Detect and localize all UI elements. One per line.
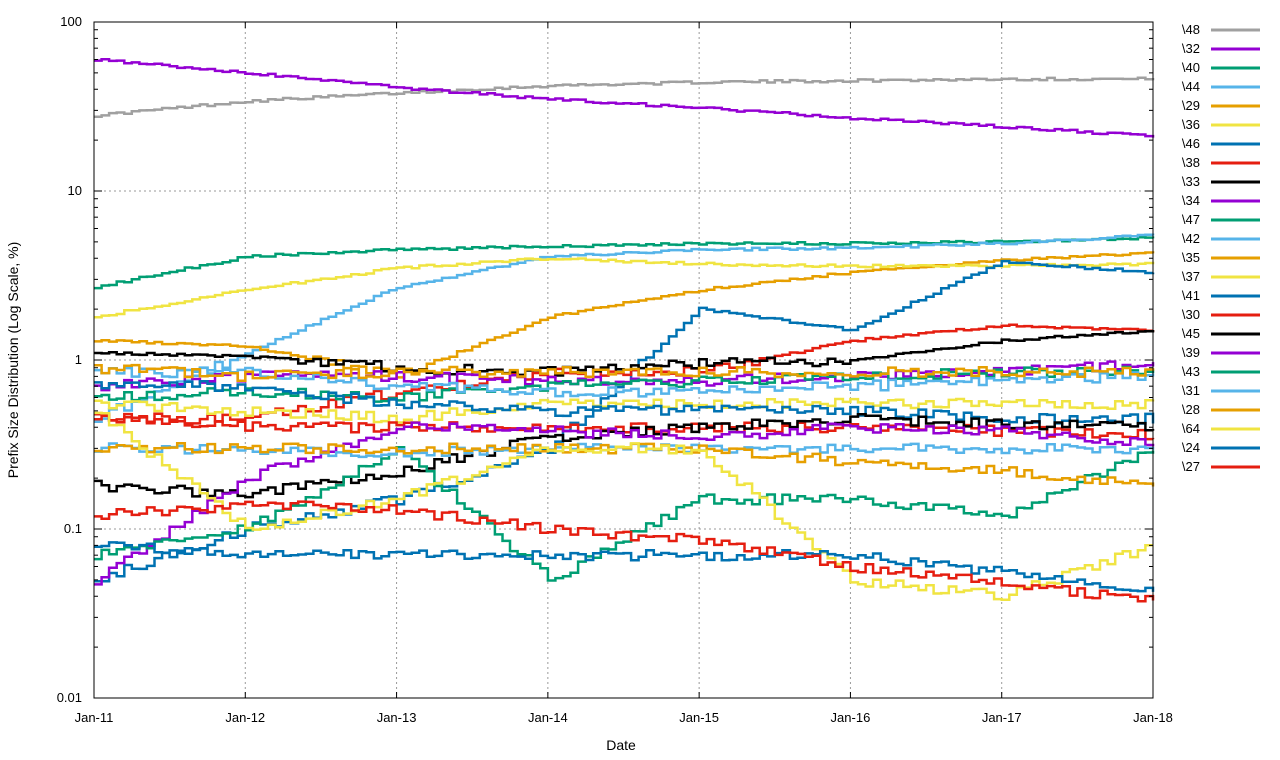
legend-label: \46 bbox=[1182, 136, 1200, 151]
y-axis-label: Prefix Size Distribution (Log Scale, %) bbox=[5, 242, 21, 479]
y-tick-label: 1 bbox=[75, 352, 82, 367]
legend-label: \48 bbox=[1182, 22, 1200, 37]
x-tick-label: Jan-12 bbox=[225, 710, 265, 725]
legend-label: \34 bbox=[1182, 193, 1200, 208]
y-tick-label: 10 bbox=[68, 183, 82, 198]
x-tick-label: Jan-15 bbox=[679, 710, 719, 725]
x-tick-label: Jan-17 bbox=[982, 710, 1022, 725]
series-line bbox=[94, 445, 1155, 582]
legend-label: \39 bbox=[1182, 345, 1200, 360]
legend-label: \47 bbox=[1182, 212, 1200, 227]
legend-label: \30 bbox=[1182, 307, 1200, 322]
legend-label: \24 bbox=[1182, 440, 1200, 455]
grid bbox=[94, 22, 1153, 698]
axis-ticks: Jan-11 Jan-12 Jan-13 Jan-14 Jan-15 Jan-16 Jan-… bbox=[57, 14, 1173, 725]
legend-label: \45 bbox=[1182, 326, 1200, 341]
legend-label: \42 bbox=[1182, 231, 1200, 246]
series-line bbox=[94, 57, 1155, 138]
series-line bbox=[94, 233, 1155, 424]
legend-label: \28 bbox=[1182, 402, 1200, 417]
x-tick-label: Jan-16 bbox=[831, 710, 871, 725]
series-line bbox=[94, 397, 1155, 424]
series-line bbox=[94, 257, 1155, 319]
legend-label: \64 bbox=[1182, 421, 1200, 436]
y-tick-label: 0.1 bbox=[64, 521, 82, 536]
legend-label: \44 bbox=[1182, 79, 1200, 94]
x-tick-label: Jan-18 bbox=[1133, 710, 1173, 725]
legend-label: \43 bbox=[1182, 364, 1200, 379]
series-line bbox=[94, 411, 1153, 602]
series-line bbox=[94, 379, 1155, 425]
legend-label: \33 bbox=[1182, 174, 1200, 189]
legend-label: \37 bbox=[1182, 269, 1200, 284]
legend-label: \38 bbox=[1182, 155, 1200, 170]
legend-label: \40 bbox=[1182, 60, 1200, 75]
series-line bbox=[94, 421, 1155, 586]
x-tick-label: Jan-13 bbox=[377, 710, 417, 725]
y-tick-label: 100 bbox=[60, 14, 82, 29]
legend-label: \32 bbox=[1182, 41, 1200, 56]
series-line bbox=[94, 500, 1155, 603]
legend-label: \29 bbox=[1182, 98, 1200, 113]
series-line bbox=[94, 251, 1155, 379]
x-tick-label: Jan-11 bbox=[75, 710, 114, 725]
y-tick-label: 0.01 bbox=[57, 690, 82, 705]
legend-label: \27 bbox=[1182, 459, 1200, 474]
legend: \48 \32 \40 \44 \29 \36 \46 \38 \33 \34 \47 \42 \35 \… bbox=[1182, 22, 1260, 474]
legend-label: \31 bbox=[1182, 383, 1200, 398]
legend-label: \41 bbox=[1182, 288, 1200, 303]
series-line bbox=[94, 541, 1155, 593]
x-axis-label: Date bbox=[606, 737, 636, 753]
x-tick-label: Jan-14 bbox=[528, 710, 568, 725]
series-line bbox=[94, 323, 1155, 425]
series-line bbox=[94, 76, 1155, 118]
series-lines bbox=[94, 57, 1155, 603]
series-line bbox=[94, 363, 1155, 383]
legend-label: \35 bbox=[1182, 250, 1200, 265]
legend-label: \36 bbox=[1182, 117, 1200, 132]
